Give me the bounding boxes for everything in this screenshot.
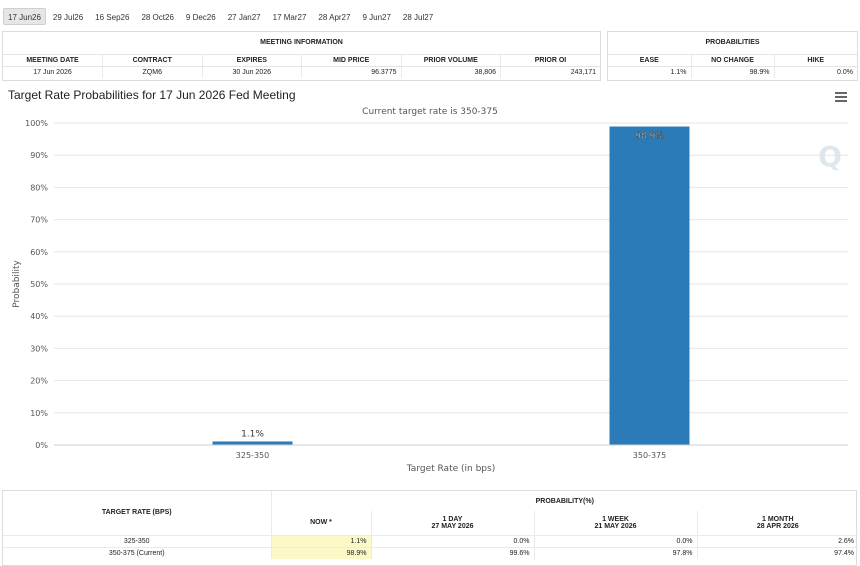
- y-tick-label: 80%: [30, 183, 48, 192]
- period-label: 1 MONTH: [762, 515, 794, 523]
- col-expires: EXPIRES: [202, 54, 302, 67]
- y-axis-label: Probability: [12, 260, 22, 308]
- y-tick-label: 10%: [30, 409, 48, 418]
- chart-bars: 1.1% 98.9%: [212, 126, 690, 446]
- tab-29-jul26[interactable]: 29 Jul26: [52, 13, 84, 22]
- period-label: 1 DAY: [442, 515, 463, 523]
- x-axis-ticks: 325-350 350-375: [236, 451, 666, 460]
- contract-value: ZQM6: [102, 66, 203, 78]
- tab-28-oct26[interactable]: 28 Oct26: [141, 13, 174, 22]
- y-axis-ticks: 0% 10% 20% 30% 40% 50% 60% 70% 80% 90% 100%: [25, 119, 48, 450]
- col-prior-volume: PRIOR VOLUME: [401, 54, 501, 67]
- x-tick-label: 325-350: [236, 451, 269, 460]
- tab-9-jun27[interactable]: 9 Jun27: [362, 13, 391, 22]
- y-tick-label: 70%: [30, 216, 48, 225]
- meeting-info-header: MEETING INFORMATION: [3, 32, 600, 55]
- y-tick-label: 20%: [30, 377, 48, 386]
- probabilities-header: PROBABILITIES: [608, 32, 857, 55]
- one-week-cell: 97.8%: [534, 546, 698, 559]
- now-cell: 1.1%: [271, 534, 372, 547]
- period-label: 1 WEEK: [602, 515, 629, 523]
- tab-9-dec26[interactable]: 9 Dec26: [185, 13, 216, 22]
- table-row: 350-375 (Current) 98.9% 99.6% 97.8% 97.4…: [3, 546, 859, 559]
- y-tick-label: 90%: [30, 151, 48, 160]
- target-rate-header: TARGET RATE (BPS): [3, 491, 272, 535]
- period-date: 28 APR 2026: [756, 522, 799, 530]
- rate-cell: 325-350: [3, 534, 272, 547]
- period-date: 27 MAY 2026: [431, 522, 474, 530]
- chart-title: Target Rate Probabilities for 17 Jun 202…: [8, 88, 296, 102]
- watermark-text: Q: [818, 140, 842, 173]
- col-meeting-date: MEETING DATE: [3, 54, 103, 67]
- one-week-cell: 0.0%: [534, 534, 698, 547]
- bar-325-350[interactable]: [212, 441, 293, 445]
- period-1-month-header: 1 MONTH 28 APR 2026: [697, 511, 858, 535]
- now-cell: 98.9%: [271, 546, 372, 559]
- no-change-value: 98.9%: [691, 66, 775, 78]
- y-tick-label: 0%: [35, 441, 48, 450]
- chart-menu-icon[interactable]: [835, 92, 847, 102]
- meeting-tabs: 17 Jun26 29 Jul26 16 Sep26 28 Oct26 9 De…: [3, 8, 438, 25]
- ease-value: 1.1%: [608, 66, 692, 78]
- col-hike: HIKE: [774, 54, 857, 67]
- col-ease: EASE: [608, 54, 692, 67]
- probabilities-table: PROBABILITIES EASE NO CHANGE HIKE 1.1% 9…: [607, 31, 858, 81]
- probability-history-table: TARGET RATE (BPS) PROBABILITY(%) NOW * 1…: [2, 490, 859, 566]
- y-tick-label: 100%: [25, 119, 48, 128]
- prior-oi-value: 243,171: [570, 68, 596, 76]
- meeting-info-table: MEETING INFORMATION MEETING DATE CONTRAC…: [2, 31, 601, 81]
- col-contract: CONTRACT: [102, 54, 203, 67]
- expires-value: 30 Jun 2026: [202, 66, 302, 78]
- period-date: 21 MAY 2026: [594, 522, 637, 530]
- chart-subtitle: Current target rate is 350-375: [362, 107, 498, 117]
- tab-28-apr27[interactable]: 28 Apr27: [318, 13, 351, 22]
- one-month-cell: 2.6%: [697, 534, 859, 547]
- one-day-cell: 99.6%: [371, 546, 535, 559]
- x-tick-label: 350-375: [633, 451, 666, 460]
- bar-data-label: 1.1%: [241, 429, 264, 439]
- rate-cell: 350-375 (Current): [3, 546, 272, 559]
- q-watermark-icon: Q: [818, 140, 842, 173]
- period-1-week-header: 1 WEEK 21 MAY 2026: [534, 511, 698, 535]
- y-tick-label: 60%: [30, 248, 48, 257]
- x-axis-label: Target Rate (in bps): [406, 464, 495, 474]
- one-day-cell: 0.0%: [371, 534, 535, 547]
- bar-data-label: 98.9%: [635, 132, 664, 142]
- col-mid-price: MID PRICE: [301, 54, 402, 67]
- mid-price-value: 96.3775: [301, 66, 402, 78]
- tab-16-sep26[interactable]: 16 Sep26: [95, 13, 130, 22]
- y-tick-label: 40%: [30, 312, 48, 321]
- y-tick-label: 30%: [30, 344, 48, 353]
- table-row: 325-350 1.1% 0.0% 0.0% 2.6%: [3, 534, 859, 547]
- meeting-date-value: 17 Jun 2026: [3, 66, 103, 78]
- tab-27-jan27[interactable]: 27 Jan27: [227, 13, 261, 22]
- tab-17-jun26[interactable]: 17 Jun26: [3, 8, 46, 25]
- col-prior-oi: PRIOR OI: [500, 54, 600, 67]
- one-month-cell: 97.4%: [697, 546, 859, 559]
- tab-17-mar27[interactable]: 17 Mar27: [272, 13, 307, 22]
- period-1-day-header: 1 DAY 27 MAY 2026: [371, 511, 535, 535]
- probability-header: PROBABILITY(%): [535, 497, 594, 505]
- hike-value: 0.0%: [837, 68, 853, 76]
- chart-grid: [54, 122, 848, 414]
- col-no-change: NO CHANGE: [691, 54, 775, 67]
- probability-bar-chart: Current target rate is 350-375 0% 10% 20% 3…: [12, 107, 848, 474]
- y-tick-label: 50%: [30, 280, 48, 289]
- prior-volume-value: 38,806: [401, 66, 501, 78]
- now-header: NOW *: [271, 511, 372, 535]
- tab-28-jul27[interactable]: 28 Jul27: [402, 13, 434, 22]
- bar-350-375[interactable]: [609, 126, 690, 446]
